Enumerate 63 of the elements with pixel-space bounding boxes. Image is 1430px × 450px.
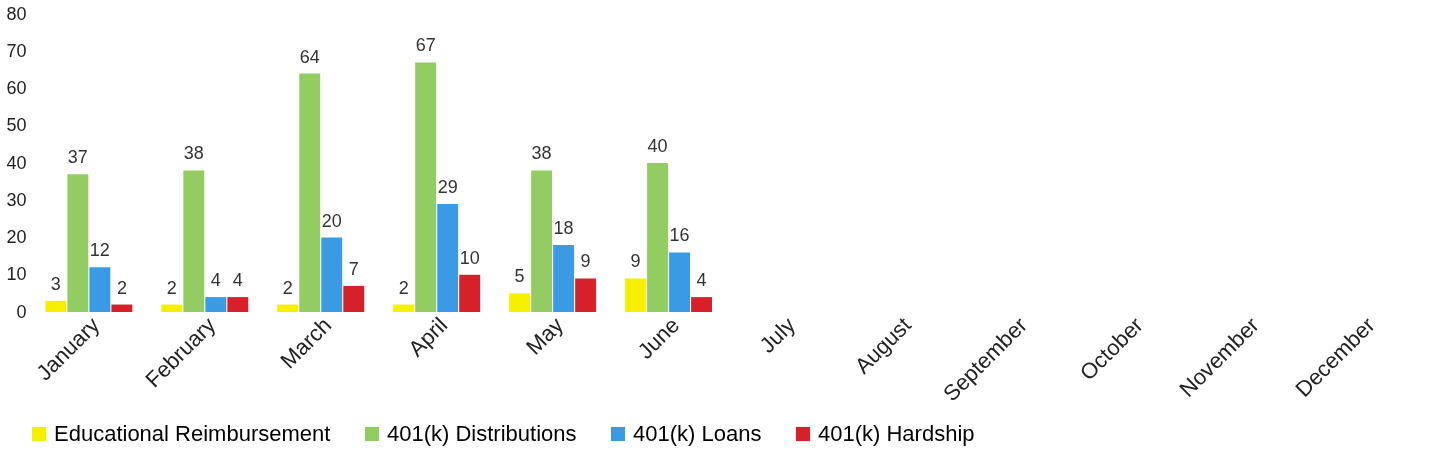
y-tick-label: 50 bbox=[6, 115, 27, 136]
data-label: 38 bbox=[531, 143, 552, 164]
bar bbox=[553, 244, 575, 312]
data-label: 7 bbox=[348, 258, 359, 279]
y-tick-label: 20 bbox=[6, 227, 27, 247]
bar bbox=[183, 170, 205, 312]
y-tick-label: 10 bbox=[6, 264, 27, 285]
data-label: 3 bbox=[50, 273, 61, 294]
bar bbox=[89, 267, 111, 312]
bar bbox=[575, 278, 597, 312]
bar bbox=[669, 252, 690, 312]
bar bbox=[299, 73, 321, 312]
data-label: 4 bbox=[210, 270, 221, 291]
data-label: 20 bbox=[321, 210, 342, 231]
data-label: 2 bbox=[282, 277, 293, 298]
data-label: 16 bbox=[669, 225, 690, 246]
bar bbox=[415, 62, 437, 312]
bar bbox=[227, 297, 249, 312]
data-label: 5 bbox=[514, 266, 525, 287]
bar bbox=[161, 304, 183, 312]
bar bbox=[111, 304, 133, 312]
data-label: 40 bbox=[647, 136, 668, 156]
data-label: 2 bbox=[398, 277, 409, 298]
bar bbox=[437, 203, 459, 312]
y-tick-label: 30 bbox=[6, 189, 27, 210]
bar bbox=[277, 304, 299, 312]
bar bbox=[343, 285, 365, 312]
y-tick-label: 70 bbox=[6, 40, 27, 61]
data-label: 9 bbox=[580, 251, 591, 272]
x-tick-label: July bbox=[754, 312, 801, 358]
data-label: 4 bbox=[696, 270, 707, 291]
bar bbox=[691, 297, 713, 312]
bar bbox=[45, 300, 67, 312]
data-label: 29 bbox=[437, 176, 458, 197]
data-label: 4 bbox=[232, 270, 243, 291]
data-label: 67 bbox=[415, 35, 436, 56]
bar bbox=[625, 278, 646, 312]
data-label: 2 bbox=[116, 277, 127, 298]
x-tick-label: May bbox=[521, 312, 569, 360]
y-tick-label: 0 bbox=[16, 301, 27, 322]
bar bbox=[393, 304, 415, 312]
bar bbox=[531, 170, 553, 312]
legend-label: 401(k) Loans bbox=[633, 421, 762, 446]
data-label: 37 bbox=[67, 147, 88, 168]
legend-label: Educational Reimbursement bbox=[54, 421, 331, 446]
bar bbox=[459, 274, 481, 312]
data-label: 10 bbox=[459, 247, 480, 268]
data-label: 2 bbox=[166, 277, 177, 298]
bar bbox=[67, 174, 89, 312]
data-label: 9 bbox=[630, 251, 641, 272]
bar bbox=[509, 293, 531, 312]
data-label: 38 bbox=[183, 143, 204, 164]
legend-label: 401(k) Hardship bbox=[818, 421, 975, 446]
y-tick-label: 40 bbox=[6, 152, 27, 173]
bar bbox=[647, 163, 668, 312]
y-tick-label: 60 bbox=[6, 78, 27, 98]
legend-label: 401(k) Distributions bbox=[387, 421, 577, 446]
bar bbox=[321, 237, 343, 312]
data-label: 12 bbox=[89, 240, 110, 261]
bar bbox=[205, 297, 227, 312]
data-label: 64 bbox=[299, 46, 320, 67]
y-tick-label: 80 bbox=[6, 3, 27, 24]
data-label: 18 bbox=[553, 217, 574, 238]
